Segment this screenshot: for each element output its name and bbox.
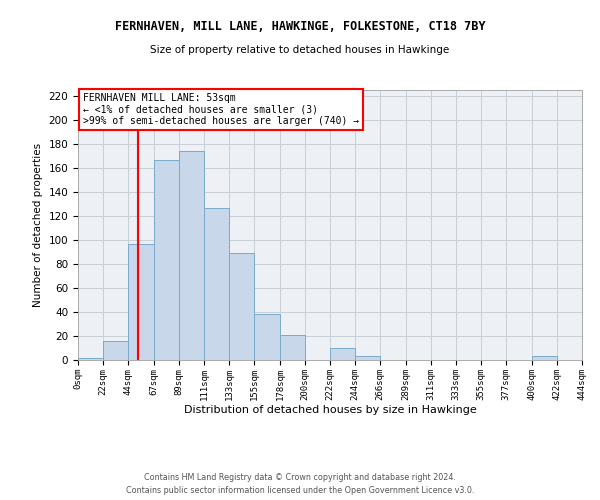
X-axis label: Distribution of detached houses by size in Hawkinge: Distribution of detached houses by size … — [184, 406, 476, 415]
Bar — [254, 314, 280, 360]
Bar — [103, 341, 128, 360]
Text: FERNHAVEN, MILL LANE, HAWKINGE, FOLKESTONE, CT18 7BY: FERNHAVEN, MILL LANE, HAWKINGE, FOLKESTO… — [115, 20, 485, 33]
Bar — [154, 160, 179, 360]
Bar — [179, 151, 204, 360]
Bar — [229, 253, 254, 360]
Text: FERNHAVEN MILL LANE: 53sqm
← <1% of detached houses are smaller (3)
>99% of semi: FERNHAVEN MILL LANE: 53sqm ← <1% of deta… — [83, 92, 359, 126]
Bar — [355, 356, 380, 360]
Text: Size of property relative to detached houses in Hawkinge: Size of property relative to detached ho… — [151, 45, 449, 55]
Text: Contains public sector information licensed under the Open Government Licence v3: Contains public sector information licen… — [126, 486, 474, 495]
Y-axis label: Number of detached properties: Number of detached properties — [33, 143, 43, 307]
Bar — [532, 356, 557, 360]
Text: Contains HM Land Registry data © Crown copyright and database right 2024.: Contains HM Land Registry data © Crown c… — [144, 474, 456, 482]
Bar — [204, 208, 229, 360]
Bar — [280, 335, 305, 360]
Bar — [330, 348, 355, 360]
Bar — [128, 244, 154, 360]
Bar — [78, 358, 103, 360]
